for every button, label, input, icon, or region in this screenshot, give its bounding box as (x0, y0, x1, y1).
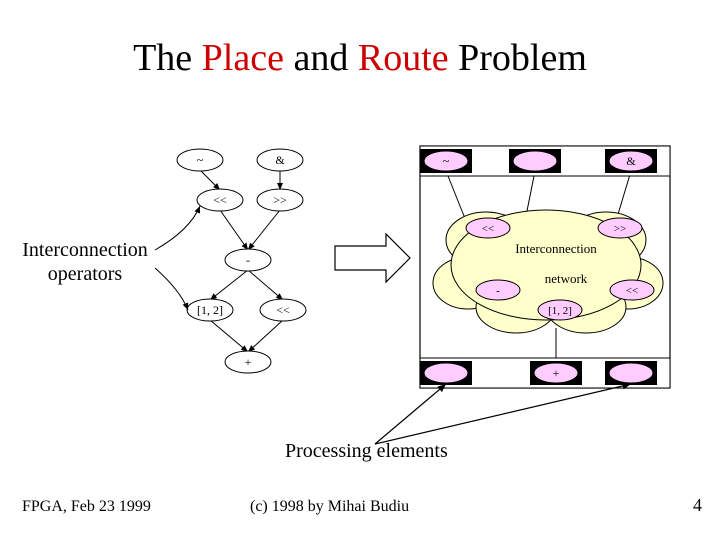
pe-node-amp: & (609, 151, 653, 171)
diagram-canvas: ~ & << >> - [1, 2] << + Interconnection network <<… (0, 0, 720, 540)
left-node-shl2: << (260, 299, 306, 321)
pe-node-br (609, 363, 653, 383)
pe-node-plus: + (534, 363, 578, 383)
cloud-node-shr: >> (598, 218, 642, 238)
pe-node-tilde: ~ (424, 151, 468, 171)
pe-pointer (375, 384, 631, 444)
left-node-amp: & (257, 149, 303, 171)
left-node-bits: [1, 2] (187, 299, 233, 321)
transform-arrow (335, 234, 410, 282)
left-node-dash: - (225, 249, 271, 271)
svg-text:Interconnection: Interconnection (515, 241, 597, 256)
svg-text:network: network (545, 271, 588, 286)
left-node-shr: >> (257, 189, 303, 211)
svg-text:~: ~ (443, 154, 450, 168)
svg-text:+: + (245, 355, 252, 369)
pe-node-mid (513, 151, 557, 171)
left-node-shl: << (197, 189, 243, 211)
svg-text:~: ~ (197, 153, 204, 167)
cloud-node-shl: << (466, 218, 510, 238)
pe-node-bl (424, 363, 468, 383)
cloud-node-bits: [1, 2] (538, 300, 582, 320)
svg-text:<<: << (276, 303, 290, 317)
svg-text:>>: >> (273, 193, 287, 207)
svg-text:>>: >> (614, 223, 626, 235)
pe-pointer (375, 384, 446, 444)
left-node-tilde: ~ (177, 149, 223, 171)
svg-text:&: & (275, 153, 285, 167)
svg-text:[1, 2]: [1, 2] (548, 305, 572, 317)
svg-text:<<: << (213, 193, 227, 207)
svg-text:[1, 2]: [1, 2] (197, 303, 223, 317)
svg-text:-: - (496, 285, 500, 297)
svg-text:+: + (553, 366, 560, 380)
cloud-node-dash: - (476, 280, 520, 300)
svg-text:<<: << (482, 223, 494, 235)
svg-text:-: - (246, 253, 250, 267)
cloud-node-shl2: << (610, 280, 654, 300)
left-node-plus: + (225, 351, 271, 373)
svg-text:<<: << (626, 285, 638, 297)
svg-text:&: & (626, 154, 636, 168)
